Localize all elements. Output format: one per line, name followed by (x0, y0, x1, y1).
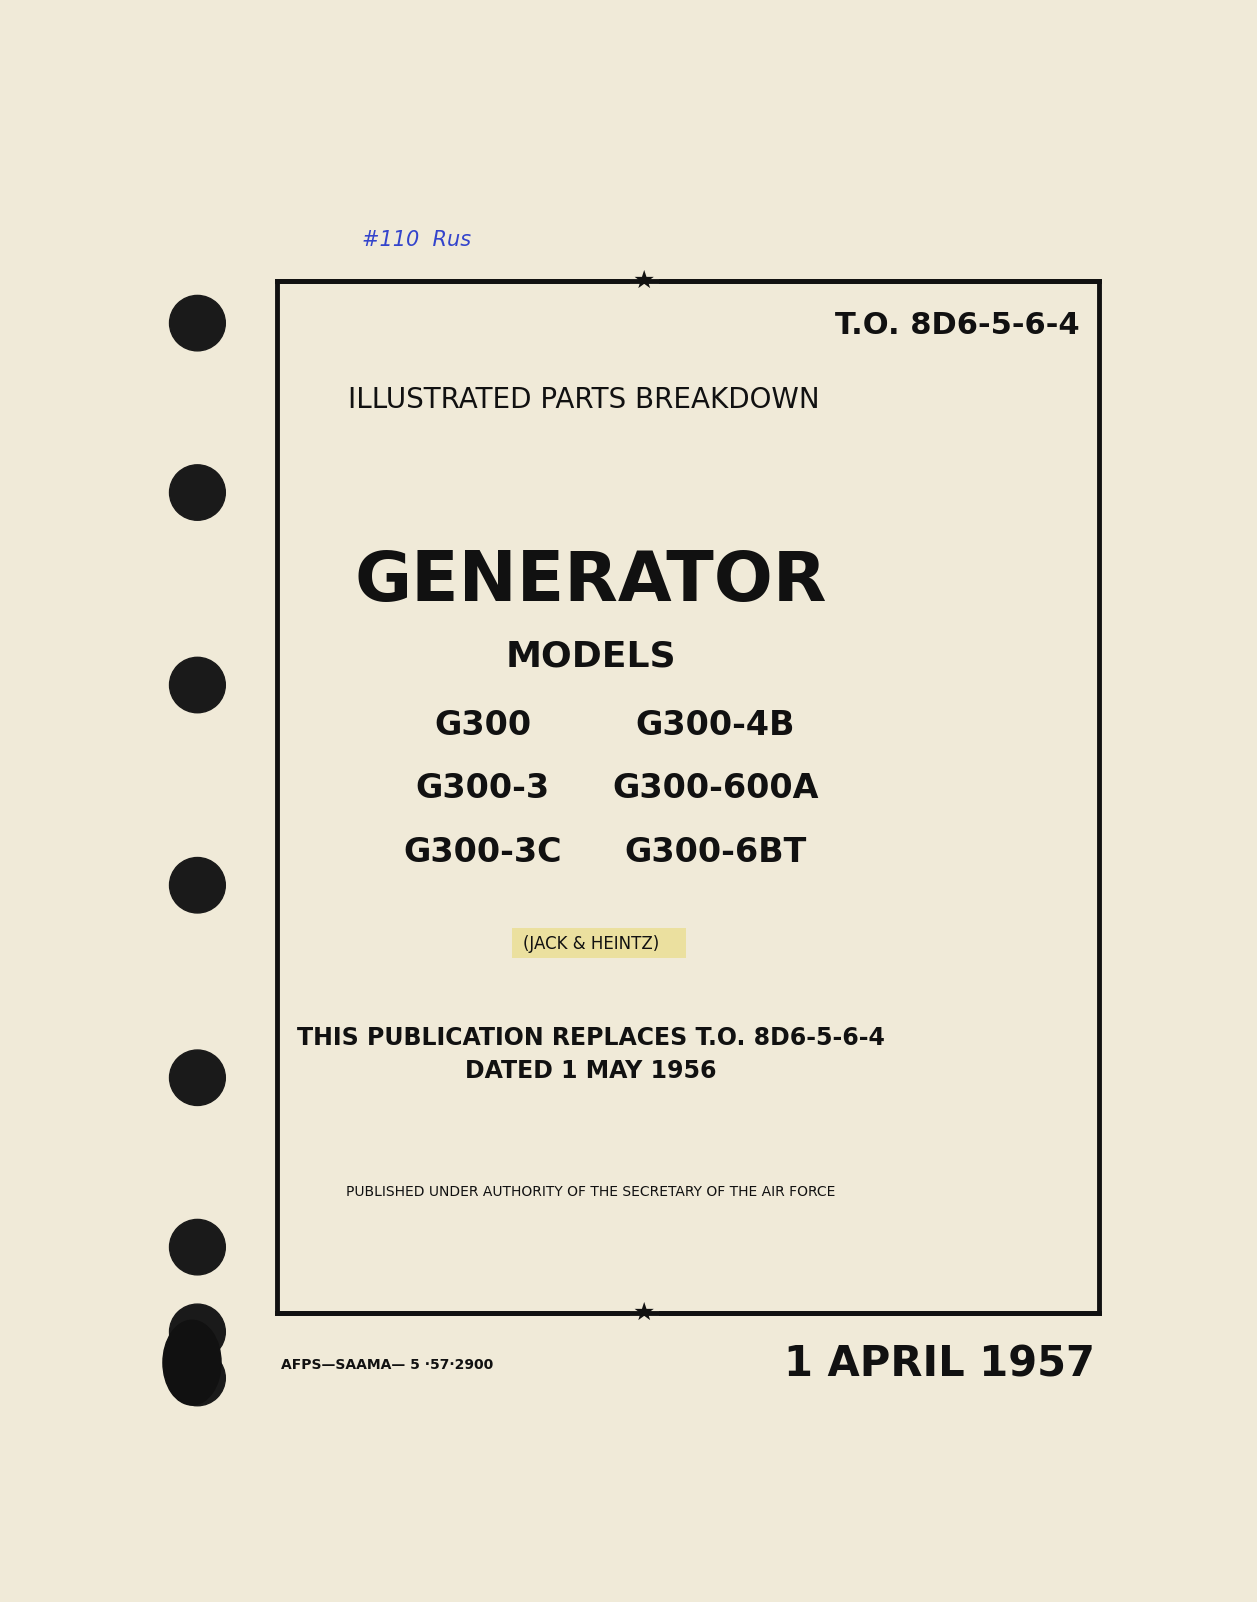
Text: ★: ★ (632, 1301, 655, 1325)
FancyBboxPatch shape (512, 929, 685, 958)
Text: G300-3C: G300-3C (403, 836, 562, 868)
Circle shape (170, 857, 225, 913)
Circle shape (170, 1219, 225, 1275)
Text: G300-600A: G300-600A (612, 772, 818, 806)
Text: G300: G300 (434, 710, 532, 742)
Text: 1 APRIL 1957: 1 APRIL 1957 (784, 1344, 1095, 1386)
Text: GENERATOR: GENERATOR (354, 548, 827, 615)
Circle shape (170, 295, 225, 351)
Text: G300-3: G300-3 (416, 772, 549, 806)
Text: THIS PUBLICATION REPLACES T.O. 8D6-5-6-4: THIS PUBLICATION REPLACES T.O. 8D6-5-6-4 (297, 1027, 885, 1051)
Text: (JACK & HEINTZ): (JACK & HEINTZ) (523, 934, 659, 953)
Circle shape (170, 1350, 225, 1407)
Ellipse shape (163, 1320, 221, 1405)
Text: MODELS: MODELS (505, 639, 676, 673)
Text: G300-6BT: G300-6BT (623, 836, 806, 868)
Text: T.O. 8D6-5-6-4: T.O. 8D6-5-6-4 (835, 311, 1080, 340)
Text: ILLUSTRATED PARTS BREAKDOWN: ILLUSTRATED PARTS BREAKDOWN (348, 386, 820, 415)
Circle shape (170, 465, 225, 521)
Circle shape (170, 657, 225, 713)
Bar (278, 280, 1099, 1312)
Text: ★: ★ (632, 269, 655, 293)
Text: AFPS—SAAMA— 5 ·57·2900: AFPS—SAAMA— 5 ·57·2900 (282, 1358, 494, 1371)
Text: G300-4B: G300-4B (635, 710, 794, 742)
Text: DATED 1 MAY 1956: DATED 1 MAY 1956 (465, 1059, 716, 1083)
Circle shape (170, 1304, 225, 1360)
Circle shape (170, 1049, 225, 1105)
Text: #110  Rus: #110 Rus (362, 231, 471, 250)
Text: PUBLISHED UNDER AUTHORITY OF THE SECRETARY OF THE AIR FORCE: PUBLISHED UNDER AUTHORITY OF THE SECRETA… (347, 1185, 836, 1200)
